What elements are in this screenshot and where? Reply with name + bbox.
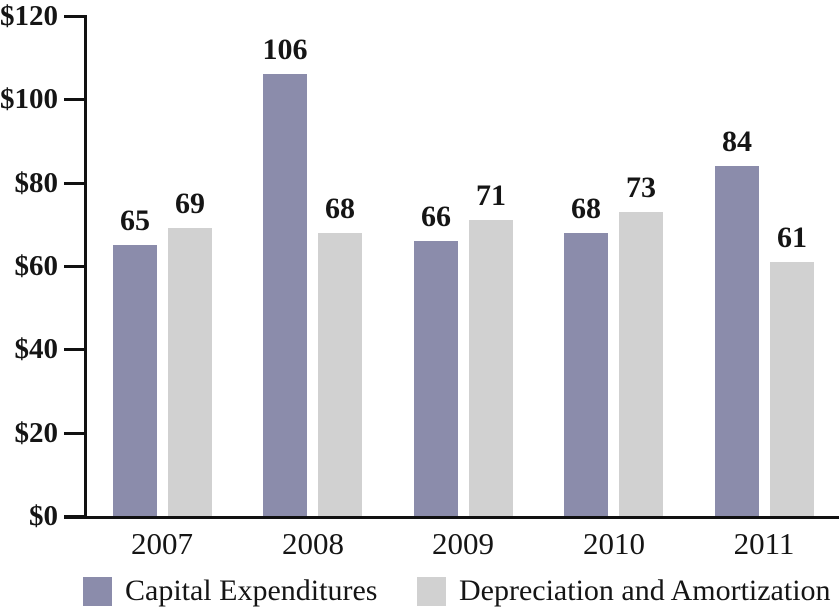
y-axis-line [84, 15, 87, 519]
legend-label-capital-expenditures: Capital Expenditures [125, 574, 378, 607]
bar-2007-depreciation-amortization [168, 228, 212, 516]
bar-2008-depreciation-amortization [318, 233, 362, 516]
bar-value-label: 69 [175, 187, 205, 220]
bar-2010-depreciation-amortization [619, 212, 663, 516]
y-axis-tick [64, 98, 85, 101]
x-axis-category-label: 2011 [733, 526, 795, 561]
legend-swatch-depreciation-amortization [417, 576, 446, 606]
bar-value-label: 61 [777, 221, 807, 254]
bar-2011-depreciation-amortization [770, 262, 814, 516]
y-axis-tick [64, 515, 85, 518]
x-axis-category-label: 2009 [432, 526, 494, 561]
y-axis-tick [64, 15, 85, 18]
bar-2007-capital-expenditures [113, 245, 157, 516]
x-axis-line [64, 516, 839, 519]
legend-item-capital-expenditures: Capital Expenditures [83, 574, 377, 608]
y-axis-tick [64, 432, 85, 435]
y-axis-tick-label: $120 [0, 0, 58, 32]
y-axis-tick-label: $80 [14, 167, 59, 199]
legend-label-depreciation-amortization: Depreciation and Amortization [459, 574, 831, 607]
y-axis-tick-label: $20 [14, 417, 59, 449]
x-axis-category-label: 2008 [282, 526, 344, 561]
bar-2009-depreciation-amortization [469, 220, 513, 516]
bar-value-label: 66 [421, 200, 451, 233]
bar-2011-capital-expenditures [715, 166, 759, 516]
bar-value-label: 68 [571, 192, 601, 225]
bar-2008-capital-expenditures [263, 74, 307, 516]
y-axis-tick-label: $100 [0, 83, 58, 115]
y-axis-tick [64, 182, 85, 185]
legend-swatch-capital-expenditures [83, 576, 112, 606]
y-axis-tick-label: $0 [29, 500, 58, 532]
bar-value-label: 71 [476, 179, 506, 212]
y-axis-tick-label: $60 [14, 250, 59, 282]
y-axis-tick-label: $40 [14, 333, 59, 365]
bar-value-label: 65 [120, 204, 150, 237]
bar-value-label: 68 [325, 192, 355, 225]
x-axis-category-label: 2007 [131, 526, 193, 561]
x-axis-category-label: 2010 [583, 526, 645, 561]
y-axis-tick [64, 265, 85, 268]
bar-2009-capital-expenditures [414, 241, 458, 516]
bar-value-label: 84 [722, 125, 752, 158]
bar-value-label: 106 [262, 33, 308, 66]
y-axis-tick [64, 348, 85, 351]
bar-2010-capital-expenditures [564, 233, 608, 516]
bar-value-label: 73 [626, 171, 656, 204]
legend-item-depreciation-amortization: Depreciation and Amortization [417, 574, 831, 608]
